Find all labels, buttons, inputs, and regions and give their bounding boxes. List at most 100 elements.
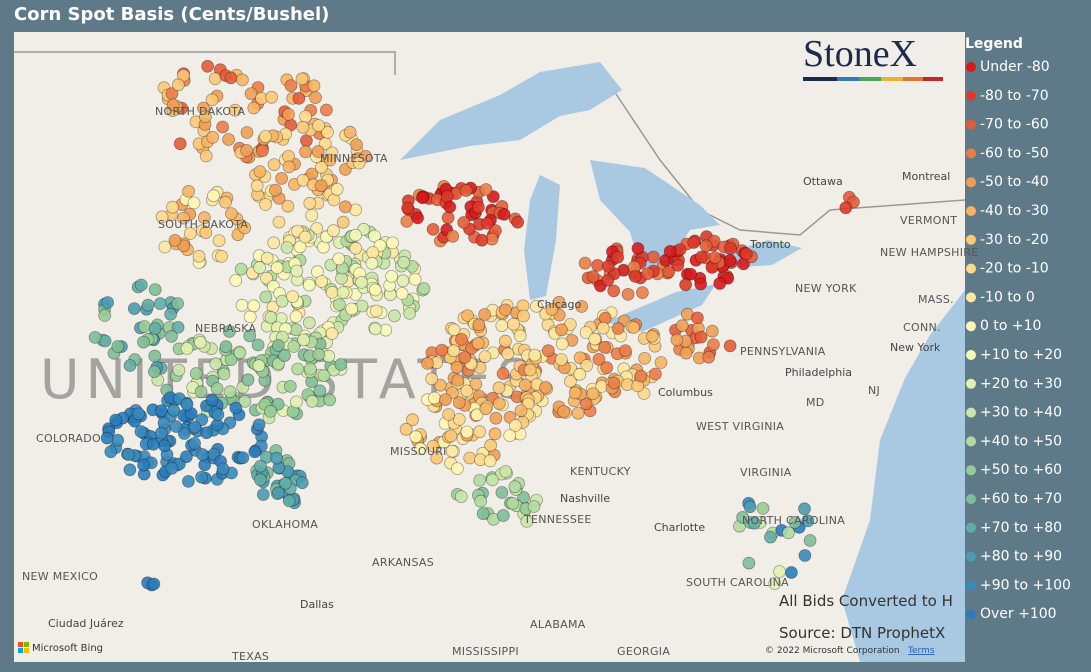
bid-point [452, 396, 466, 410]
bid-point [631, 242, 645, 255]
bid-point [260, 251, 274, 265]
legend-label: Under -80 [980, 59, 1050, 75]
bid-point [473, 473, 487, 487]
bid-point [385, 269, 399, 283]
bid-point [517, 309, 530, 323]
state-label: MISSOURI [390, 445, 447, 458]
border [14, 51, 966, 236]
bing-text: Microsoft Bing [32, 643, 103, 654]
bid-point [421, 356, 434, 370]
bid-point [293, 240, 307, 254]
bid-point [154, 404, 168, 418]
bid-point [691, 311, 704, 325]
bid-point [168, 233, 182, 247]
bid-point [289, 310, 303, 324]
bid-point [447, 344, 461, 358]
bid-point [764, 530, 777, 544]
bid-point [461, 309, 475, 323]
bid-point [280, 241, 294, 254]
copyright: © 2022 Microsoft Corporation [765, 646, 900, 656]
bid-point [443, 200, 457, 214]
bid-point [211, 408, 225, 422]
bid-point [216, 120, 230, 134]
legend-swatch [966, 177, 976, 188]
bid-point [702, 350, 716, 364]
bid-point [621, 287, 635, 301]
bid-point [471, 336, 485, 350]
bid-point [619, 344, 632, 358]
bid-point [476, 507, 490, 520]
state-label: NORTH CAROLINA [742, 514, 845, 527]
bid-point [591, 258, 604, 272]
legend: Under -80 -80 to -70 -70 to -60 -60 to -50 -… [966, 59, 1071, 622]
bid-point [679, 346, 693, 360]
bid-point [219, 195, 232, 209]
bid-point [654, 356, 668, 369]
bid-point [611, 250, 625, 264]
bid-point [205, 393, 219, 407]
bid-point [663, 244, 677, 258]
state-label: ARKANSAS [372, 556, 434, 569]
bid-point [607, 284, 621, 298]
bid-point [275, 171, 289, 185]
terms-link[interactable]: Terms [907, 646, 935, 656]
bid-point [523, 363, 537, 377]
bid-point [182, 184, 196, 198]
bid-point [545, 302, 559, 316]
bid-point [463, 451, 477, 465]
bid-point [507, 317, 520, 331]
city-label: Ciudad Juárez [48, 617, 124, 630]
bid-point [169, 420, 183, 433]
state-label: TEXAS [231, 650, 269, 663]
bid-point [123, 359, 137, 372]
bid-point [452, 412, 466, 426]
bid-point [430, 451, 444, 465]
bid-point [499, 465, 513, 478]
legend-label: Over +100 [980, 606, 1057, 622]
bid-point [427, 391, 441, 405]
legend-swatch [966, 551, 976, 562]
legend-label: +60 to +70 [980, 491, 1062, 507]
bid-point [109, 413, 123, 427]
bid-point [224, 71, 238, 85]
legend-label: +70 to +80 [980, 520, 1062, 536]
bid-point [743, 500, 757, 514]
bid-point [260, 271, 274, 285]
bid-point [132, 407, 146, 421]
city-label: Dallas [300, 598, 334, 611]
bid-point [208, 72, 222, 86]
bid-point [739, 247, 753, 261]
bid-point [586, 270, 600, 284]
bid-point [247, 101, 261, 115]
bid-point [403, 306, 417, 320]
bid-point [264, 310, 278, 324]
ocean [842, 290, 965, 662]
bid-point [479, 183, 493, 196]
bid-point [723, 254, 737, 267]
state-label: NEW YORK [795, 282, 857, 295]
bid-point [305, 209, 319, 222]
legend-label: +20 to +30 [980, 376, 1062, 392]
bid-point [397, 255, 411, 269]
bid-point [447, 323, 461, 337]
bid-point [355, 275, 369, 289]
legend-title: Legend [965, 36, 1023, 52]
bid-point [506, 496, 520, 510]
bid-point [509, 419, 522, 432]
bid-point [240, 143, 254, 157]
bid-point [425, 372, 439, 386]
bid-point [520, 515, 534, 528]
bid-point [782, 526, 795, 540]
city-label: Ottawa [803, 175, 843, 188]
bid-point [647, 250, 660, 264]
bid-point [291, 362, 305, 376]
bid-point [450, 360, 464, 374]
bid-point [255, 144, 269, 158]
legend-label: -70 to -60 [980, 117, 1049, 133]
bid-point [352, 156, 366, 170]
bid-point [641, 267, 655, 281]
bid-point [564, 374, 577, 388]
bid-point [244, 87, 258, 100]
bid-point [756, 501, 770, 515]
